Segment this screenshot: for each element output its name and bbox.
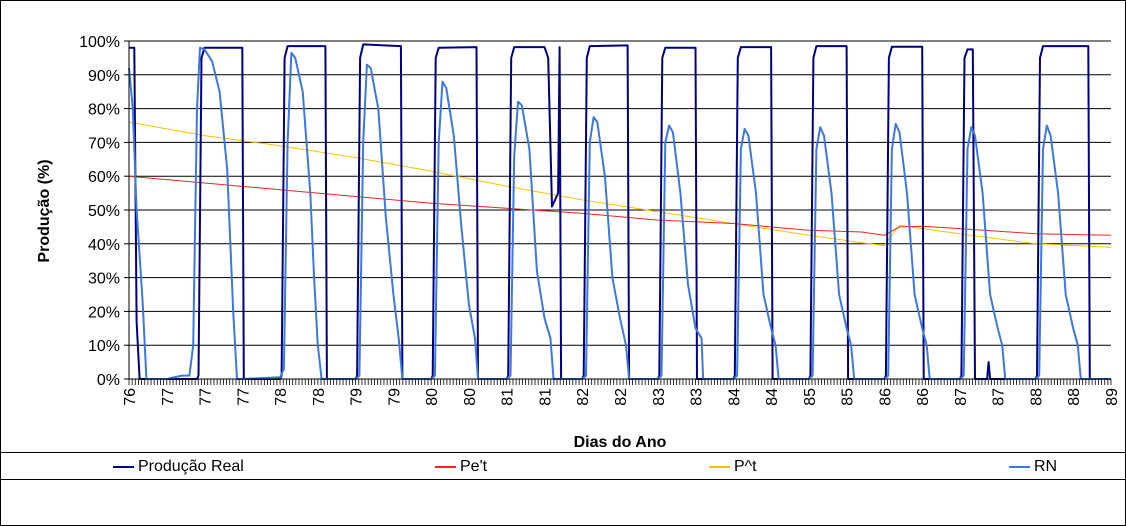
x-tick-label: 78 bbox=[273, 388, 290, 406]
y-tick-label: 70% bbox=[88, 135, 120, 152]
series-group bbox=[128, 43, 1112, 380]
x-tick-label: 85 bbox=[840, 388, 857, 406]
legend-item-pt: P^t bbox=[709, 453, 757, 481]
x-tick-label: 82 bbox=[613, 388, 630, 406]
y-tick-label: 10% bbox=[88, 338, 120, 355]
x-tick-label: 89 bbox=[1104, 388, 1121, 406]
y-tick-label: 40% bbox=[88, 237, 120, 254]
legend-swatch-producao-real bbox=[113, 466, 134, 468]
y-tick-label: 100% bbox=[79, 34, 120, 51]
y-axis-title: Produção (%) bbox=[36, 159, 53, 262]
legend-item-rn: RN bbox=[1009, 453, 1057, 481]
series-pet-line bbox=[128, 175, 1112, 236]
legend-label-rn: RN bbox=[1034, 458, 1058, 475]
y-tick-label: 60% bbox=[88, 169, 120, 186]
y-tick-label: 50% bbox=[88, 203, 120, 220]
x-tick-label: 79 bbox=[349, 388, 366, 406]
axes: 0% 10% 20% 30% 40% 50% 60% 70% 80% 90% 100% 76 77 77 7… bbox=[79, 34, 1121, 406]
x-tick-label: 86 bbox=[915, 388, 932, 406]
gridlines bbox=[129, 40, 1111, 346]
x-tick-label: 78 bbox=[311, 388, 328, 406]
legend-item-producao-real: Produção Real bbox=[113, 453, 244, 481]
x-tick-label: 77 bbox=[235, 388, 252, 406]
legend-swatch-pt bbox=[709, 466, 730, 468]
y-tick-label: 90% bbox=[88, 68, 120, 85]
legend-label-pet: Pe't bbox=[460, 458, 488, 475]
x-tick-label: 80 bbox=[424, 388, 441, 406]
x-tick-label: 83 bbox=[689, 388, 706, 406]
legend-label-pt: P^t bbox=[734, 458, 757, 475]
x-tick-label: 85 bbox=[802, 388, 819, 406]
y-tick-label: 80% bbox=[88, 102, 120, 119]
y-tick-label: 0% bbox=[97, 372, 120, 389]
series-rn-line bbox=[128, 46, 1111, 380]
x-tick-label: 87 bbox=[991, 388, 1008, 406]
x-tick-label: 83 bbox=[651, 388, 668, 406]
legend-swatch-pet bbox=[435, 466, 456, 468]
x-tick-label: 76 bbox=[122, 388, 139, 406]
line-chart: 0% 10% 20% 30% 40% 50% 60% 70% 80% 90% 100% 76 77 77 7… bbox=[36, 34, 1121, 451]
x-axis-title: Dias do Ano bbox=[574, 434, 667, 451]
x-tick-label: 82 bbox=[575, 388, 592, 406]
x-tick-label: 84 bbox=[726, 388, 743, 406]
x-tick-label: 88 bbox=[1028, 388, 1045, 406]
x-tick-label: 77 bbox=[160, 388, 177, 406]
x-tick-label: 81 bbox=[500, 388, 517, 406]
x-tick-label: 79 bbox=[386, 388, 403, 406]
legend-item-pet: Pe't bbox=[435, 453, 487, 481]
x-tick-label: 84 bbox=[764, 388, 781, 406]
legend-swatch-rn bbox=[1009, 466, 1030, 468]
x-tick-label: 87 bbox=[953, 388, 970, 406]
x-tick-label: 77 bbox=[198, 388, 215, 406]
x-tick-label: 81 bbox=[537, 388, 554, 406]
y-tick-label: 20% bbox=[88, 304, 120, 321]
x-tick-label: 86 bbox=[877, 388, 894, 406]
legend-label-producao-real: Produção Real bbox=[138, 458, 244, 475]
x-tick-label: 80 bbox=[462, 388, 479, 406]
y-tick-label: 30% bbox=[88, 271, 120, 288]
x-tick-label: 88 bbox=[1066, 388, 1083, 406]
legend: Produção Real Pe't P^t RN bbox=[1, 452, 1126, 480]
